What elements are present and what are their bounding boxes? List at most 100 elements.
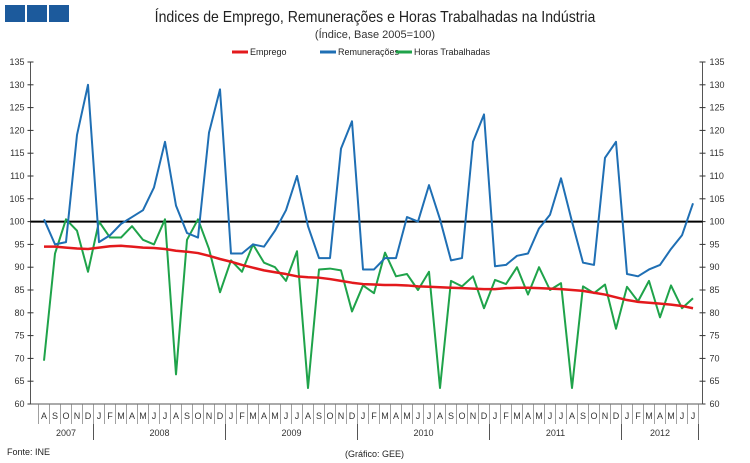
month-label: F: [371, 411, 377, 421]
y-tick-label-right: 95: [710, 239, 720, 249]
year-label: 2010: [413, 428, 433, 438]
y-tick-label-left: 60: [14, 399, 24, 409]
month-label: O: [326, 411, 333, 421]
month-label: M: [117, 411, 125, 421]
month-label: N: [74, 411, 81, 421]
month-label: M: [513, 411, 521, 421]
month-label: D: [217, 411, 224, 421]
year-label: 2012: [650, 428, 670, 438]
chart-title: Índices de Emprego, Remunerações e Horas…: [154, 9, 596, 26]
legend-label: Emprego: [250, 47, 287, 57]
month-label: F: [503, 411, 509, 421]
month-label: F: [107, 411, 113, 421]
month-label: S: [316, 411, 322, 421]
month-label: J: [416, 411, 421, 421]
y-tick-label-left: 70: [14, 353, 24, 363]
month-label: N: [338, 411, 345, 421]
month-label: A: [41, 411, 47, 421]
month-label: J: [284, 411, 289, 421]
series-line-horas-trabalhadas: [43, 218, 694, 390]
y-tick-label-right: 65: [710, 376, 720, 386]
y-tick-label-right: 105: [710, 194, 725, 204]
month-label: A: [569, 411, 575, 421]
y-tick-label-left: 75: [14, 331, 24, 341]
y-tick-label-left: 120: [9, 125, 24, 135]
y-tick-label-left: 80: [14, 308, 24, 318]
y-tick-label-left: 130: [9, 80, 24, 90]
chart-subtitle: (Índice, Base 2005=100): [314, 29, 436, 41]
y-tick-label-left: 110: [10, 171, 24, 181]
month-label: M: [403, 411, 411, 421]
month-label: J: [493, 411, 498, 421]
legend-label: Horas Trabalhadas: [414, 47, 491, 57]
month-label: J: [691, 411, 696, 421]
chart-credit: (Gráfico: GEE): [345, 449, 405, 459]
month-label: A: [261, 411, 267, 421]
y-tick-label-left: 115: [10, 148, 24, 158]
month-label: M: [535, 411, 543, 421]
y-tick-label-right: 120: [710, 125, 725, 135]
month-label: J: [163, 411, 168, 421]
month-label: A: [173, 411, 179, 421]
source-note: Fonte: INE: [7, 447, 51, 457]
month-label: J: [548, 411, 553, 421]
month-label: J: [229, 411, 234, 421]
logo-square-icon: [5, 5, 25, 22]
month-label: J: [361, 411, 366, 421]
month-label: J: [295, 411, 300, 421]
month-label: O: [458, 411, 465, 421]
y-tick-label-right: 75: [710, 331, 720, 341]
month-label: M: [271, 411, 279, 421]
month-label: M: [667, 411, 675, 421]
y-tick-label-right: 125: [710, 103, 725, 113]
month-label: M: [139, 411, 147, 421]
year-label: 2007: [56, 428, 76, 438]
month-label: J: [152, 411, 157, 421]
y-tick-label-right: 130: [710, 80, 725, 90]
month-label: A: [657, 411, 663, 421]
month-label: A: [437, 411, 443, 421]
y-tick-label-right: 115: [710, 148, 724, 158]
month-label: S: [52, 411, 58, 421]
y-tick-label-left: 105: [9, 194, 24, 204]
series-line-remunerações: [43, 83, 694, 278]
month-label: S: [448, 411, 454, 421]
y-tick-label-right: 135: [710, 57, 725, 67]
month-label: M: [645, 411, 653, 421]
month-label: D: [349, 411, 356, 421]
y-tick-label-right: 110: [710, 171, 724, 181]
month-label: N: [602, 411, 609, 421]
month-label: D: [85, 411, 92, 421]
month-label: O: [194, 411, 201, 421]
month-label: A: [525, 411, 531, 421]
y-tick-label-left: 135: [9, 57, 24, 67]
month-label: N: [206, 411, 213, 421]
year-label: 2009: [281, 428, 301, 438]
y-tick-label-right: 60: [710, 399, 720, 409]
y-tick-label-right: 90: [710, 262, 720, 272]
legend-label: Remunerações: [338, 47, 400, 57]
y-tick-label-left: 90: [14, 262, 24, 272]
month-label: M: [249, 411, 257, 421]
month-label: J: [680, 411, 685, 421]
month-label: J: [97, 411, 102, 421]
month-label: J: [427, 411, 432, 421]
month-label: D: [613, 411, 620, 421]
logo-square-icon: [27, 5, 47, 22]
month-label: D: [481, 411, 488, 421]
y-tick-label-right: 85: [710, 285, 720, 295]
y-tick-label-right: 100: [710, 217, 725, 227]
month-label: A: [393, 411, 399, 421]
y-tick-label-left: 85: [14, 285, 24, 295]
month-label: J: [625, 411, 630, 421]
month-label: F: [239, 411, 245, 421]
month-label: A: [305, 411, 311, 421]
month-label: M: [381, 411, 389, 421]
month-label: O: [590, 411, 597, 421]
y-tick-label-left: 100: [9, 217, 24, 227]
y-tick-label-left: 125: [9, 103, 24, 113]
month-label: O: [62, 411, 69, 421]
logo-square-icon: [49, 5, 69, 22]
month-label: A: [129, 411, 135, 421]
